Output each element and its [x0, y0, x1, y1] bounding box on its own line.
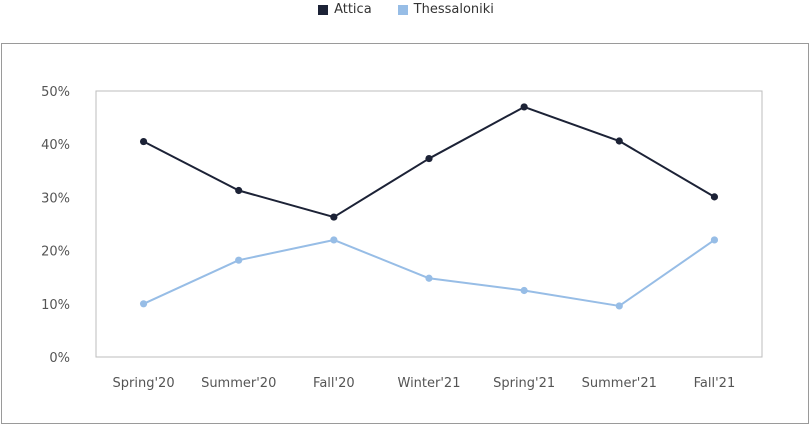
data-point-thessaloniki: [425, 274, 433, 282]
x-tick-label: Spring'20: [113, 376, 175, 391]
y-tick-label: 0%: [49, 351, 70, 366]
y-tick-label: 50%: [41, 85, 70, 100]
y-tick-label: 30%: [41, 191, 70, 206]
data-point-attica: [710, 193, 719, 201]
data-point-attica: [615, 137, 623, 145]
x-tick-label: Summer'20: [201, 376, 276, 391]
data-point-thessaloniki: [235, 256, 243, 264]
data-point-attica: [425, 154, 433, 163]
data-point-thessaloniki: [139, 300, 148, 308]
data-point-attica: [330, 213, 338, 221]
x-tick-label: Fall'21: [694, 376, 736, 391]
data-point-attica: [139, 137, 148, 146]
x-tick-label: Summer'21: [582, 376, 657, 391]
x-tick-label: Spring'21: [493, 376, 555, 391]
legend-item-attica: Attica: [318, 2, 372, 17]
legend-label-thessaloniki: Thessaloniki: [413, 2, 494, 17]
chart-frame: [1, 43, 809, 424]
y-tick-label: 10%: [41, 298, 70, 313]
plot-area: [95, 90, 763, 358]
x-tick-label: Winter'21: [398, 376, 461, 391]
data-point-thessaloniki: [710, 236, 719, 244]
x-tick-label: Fall'20: [313, 376, 355, 391]
data-point-thessaloniki: [330, 236, 338, 244]
data-point-attica: [520, 103, 528, 111]
legend-swatch-attica: [318, 4, 329, 15]
data-point-attica: [235, 186, 243, 195]
legend-swatch-thessaloniki: [397, 4, 408, 15]
series-line-thessaloniki: [143, 238, 715, 307]
y-tick-label: 40%: [41, 138, 70, 153]
y-tick-label: 20%: [41, 245, 70, 260]
legend-label-attica: Attica: [334, 2, 372, 17]
data-point-thessaloniki: [615, 302, 623, 310]
legend: Attica Thessaloniki: [0, 2, 812, 17]
legend-item-thessaloniki: Thessaloniki: [397, 2, 494, 17]
data-point-thessaloniki: [520, 286, 528, 295]
